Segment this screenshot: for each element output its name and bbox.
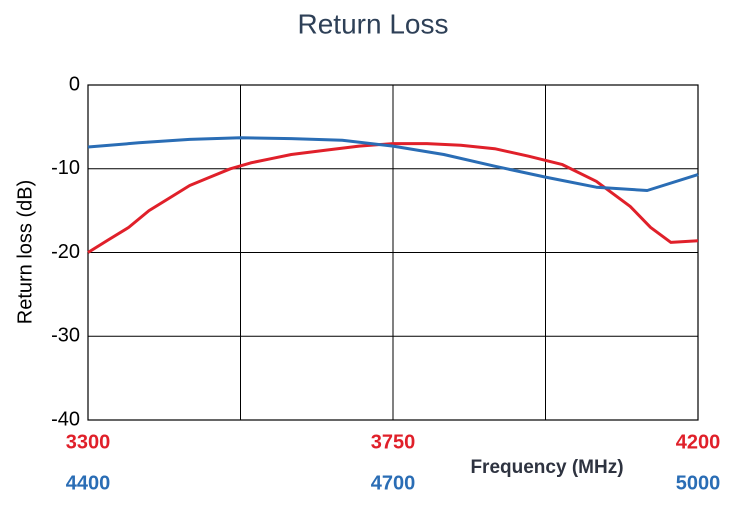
x-tick-label: 3300 — [66, 431, 111, 453]
series-line — [87, 136, 699, 192]
x2-tick-label: 4400 — [66, 472, 111, 494]
y-tick-label: 0 — [69, 73, 80, 95]
x-tick-label: 4200 — [676, 431, 721, 453]
y-tick-label: -40 — [51, 408, 80, 430]
y-axis-label: Return loss (dB) — [14, 180, 36, 325]
y-tick-label: -30 — [51, 325, 80, 347]
x-tick-label: 3750 — [371, 431, 416, 453]
x2-tick-label: 4700 — [371, 472, 416, 494]
series-line — [87, 142, 699, 254]
y-tick-label: -10 — [51, 157, 80, 179]
x-axis-label: Frequency (MHz) — [470, 457, 623, 478]
chart-title: Return Loss — [298, 8, 449, 39]
x2-tick-label: 5000 — [676, 472, 721, 494]
y-tick-label: -20 — [51, 241, 80, 263]
